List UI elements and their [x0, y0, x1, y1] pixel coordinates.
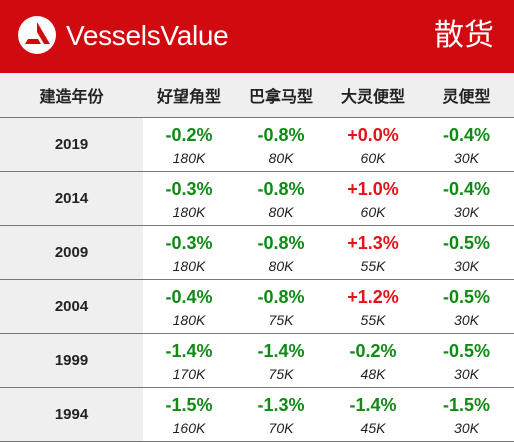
- value-cell: +1.2% 55K: [327, 279, 419, 334]
- value-cell: -0.4% 30K: [419, 117, 514, 172]
- change-percent: -1.4%: [165, 340, 213, 361]
- value-cell: -0.2% 48K: [327, 333, 419, 388]
- table-row: 2019 -0.2% 180K -0.8% 80K +0.0% 60K -0.4% 30K: [0, 117, 514, 172]
- value-cell: -0.8% 80K: [235, 171, 327, 226]
- change-percent: -0.5%: [442, 286, 491, 307]
- value-cell: -0.4% 30K: [419, 171, 514, 226]
- build-year-cell: 2004: [0, 279, 143, 334]
- value-cell: -0.4% 180K: [143, 279, 235, 334]
- column-header-supramax: 大灵便型: [327, 73, 419, 118]
- table-row: 2004 -0.4% 180K -0.8% 75K +1.2% 55K -0.5% 30K: [0, 279, 514, 334]
- header-bar: VesselsValue 散货: [0, 0, 514, 73]
- vessel-size: 30K: [454, 257, 479, 274]
- change-percent: -0.5%: [442, 340, 491, 361]
- change-percent: +0.0%: [347, 124, 399, 145]
- vessel-size: 48K: [360, 365, 386, 382]
- value-cell: +0.0% 60K: [327, 117, 419, 172]
- column-header-panamax: 巴拿马型: [235, 73, 327, 118]
- table-row: 1994 -1.5% 160K -1.3% 70K -1.4% 45K -1.5% 30K: [0, 387, 514, 442]
- value-cell: -0.2% 180K: [143, 117, 235, 172]
- change-percent: -0.2%: [165, 124, 213, 145]
- build-year-cell: 2019: [0, 117, 143, 172]
- vessel-size: 80K: [268, 257, 294, 274]
- build-year-cell: 1999: [0, 333, 143, 388]
- value-cell: -1.3% 70K: [235, 387, 327, 442]
- change-percent: -0.4%: [442, 124, 491, 145]
- vessel-size: 180K: [172, 203, 206, 220]
- vesselsvalue-logo-icon: [18, 16, 56, 54]
- vessel-size: 75K: [268, 311, 294, 328]
- value-cell: +1.0% 60K: [327, 171, 419, 226]
- change-percent: -0.8%: [257, 232, 305, 253]
- vessel-size: 30K: [454, 365, 479, 382]
- value-cell: -1.5% 30K: [419, 387, 514, 442]
- change-percent: -0.5%: [442, 232, 491, 253]
- table-header-row: 建造年份 好望角型 巴拿马型 大灵便型 灵便型: [0, 73, 514, 118]
- change-percent: -1.3%: [257, 394, 305, 415]
- value-cell: -1.5% 160K: [143, 387, 235, 442]
- value-cell: -0.8% 80K: [235, 117, 327, 172]
- change-percent: -1.5%: [442, 394, 491, 415]
- vessel-size: 55K: [360, 311, 386, 328]
- column-header-handysize: 灵便型: [419, 73, 514, 118]
- value-cell: +1.3% 55K: [327, 225, 419, 280]
- vessel-size: 30K: [454, 419, 479, 436]
- vessel-size: 70K: [268, 419, 294, 436]
- vessel-size: 30K: [454, 311, 479, 328]
- column-header-build-year: 建造年份: [0, 73, 143, 118]
- value-cell: -1.4% 75K: [235, 333, 327, 388]
- column-header-capesize: 好望角型: [143, 73, 235, 118]
- table-row: 2014 -0.3% 180K -0.8% 80K +1.0% 60K -0.4% 30K: [0, 171, 514, 226]
- change-percent: -0.2%: [349, 340, 397, 361]
- change-percent: -0.8%: [257, 178, 305, 199]
- value-cell: -0.5% 30K: [419, 333, 514, 388]
- table-row: 2009 -0.3% 180K -0.8% 80K +1.3% 55K -0.5% 30K: [0, 225, 514, 280]
- vessel-size: 180K: [172, 149, 206, 166]
- value-cell: -0.8% 75K: [235, 279, 327, 334]
- value-cell: -0.5% 30K: [419, 225, 514, 280]
- vessel-size: 80K: [268, 149, 294, 166]
- change-percent: -0.3%: [165, 232, 213, 253]
- vessel-size: 80K: [268, 203, 294, 220]
- vessel-size: 30K: [454, 203, 479, 220]
- vessel-size: 160K: [172, 419, 206, 436]
- build-year-cell: 1994: [0, 387, 143, 442]
- page-title: 散货: [434, 18, 494, 53]
- change-percent: -0.8%: [257, 124, 305, 145]
- value-cell: -0.3% 180K: [143, 171, 235, 226]
- build-year-cell: 2009: [0, 225, 143, 280]
- vessel-size: 30K: [454, 149, 479, 166]
- change-percent: -0.8%: [257, 286, 305, 307]
- vessel-size: 75K: [268, 365, 294, 382]
- valuation-table: 建造年份 好望角型 巴拿马型 大灵便型 灵便型 2019 -0.2% 180K -0.…: [0, 73, 514, 442]
- value-cell: -1.4% 45K: [327, 387, 419, 442]
- table-row: 1999 -1.4% 170K -1.4% 75K -0.2% 48K -0.5% 30K: [0, 333, 514, 388]
- vessel-size: 180K: [172, 257, 206, 274]
- change-percent: +1.2%: [347, 286, 399, 307]
- vessel-size: 45K: [360, 419, 386, 436]
- vessel-size: 55K: [360, 257, 386, 274]
- change-percent: -1.4%: [349, 394, 397, 415]
- value-cell: -0.5% 30K: [419, 279, 514, 334]
- build-year-cell: 2014: [0, 171, 143, 226]
- vessel-size: 60K: [360, 149, 386, 166]
- brand-name: VesselsValue: [66, 20, 229, 51]
- value-cell: -0.3% 180K: [143, 225, 235, 280]
- value-cell: -0.8% 80K: [235, 225, 327, 280]
- change-percent: +1.0%: [347, 178, 399, 199]
- change-percent: +1.3%: [347, 232, 399, 253]
- change-percent: -0.4%: [442, 178, 491, 199]
- vessel-size: 60K: [360, 203, 386, 220]
- vessel-size: 180K: [172, 311, 206, 328]
- value-cell: -1.4% 170K: [143, 333, 235, 388]
- vessel-size: 170K: [172, 365, 206, 382]
- change-percent: -0.3%: [165, 178, 213, 199]
- change-percent: -1.4%: [257, 340, 305, 361]
- change-percent: -1.5%: [165, 394, 213, 415]
- change-percent: -0.4%: [165, 286, 213, 307]
